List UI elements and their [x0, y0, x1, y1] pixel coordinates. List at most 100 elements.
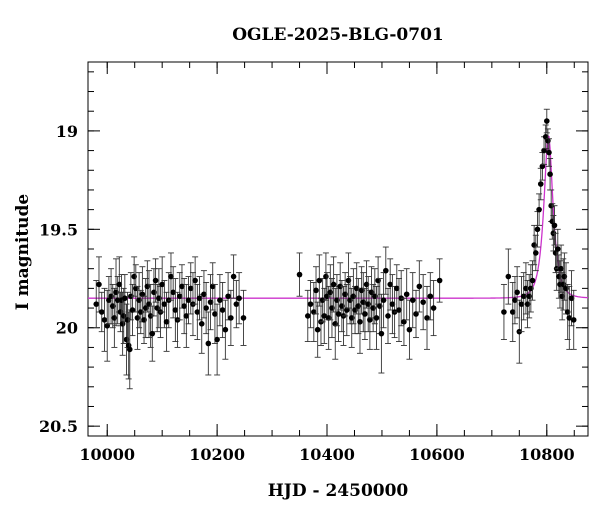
data-point [214, 336, 220, 343]
data-point [98, 309, 105, 315]
data-point [230, 273, 237, 280]
data-point [196, 295, 203, 302]
data-point [380, 297, 387, 303]
data-point [323, 273, 329, 280]
data-point [436, 277, 443, 284]
data-point [321, 313, 328, 319]
data-point [126, 346, 133, 353]
data-point [172, 307, 179, 313]
data-point [501, 309, 507, 315]
data-point [514, 289, 520, 296]
data-point [430, 305, 437, 311]
data-point [240, 315, 247, 321]
data-point [181, 303, 187, 309]
y-axis-label: I magnitude [13, 194, 33, 311]
data-point [161, 301, 168, 307]
data-point [316, 277, 323, 284]
data-point [330, 281, 337, 288]
data-point [207, 299, 214, 305]
data-point [198, 321, 205, 327]
data-point [401, 319, 407, 325]
data-point [311, 309, 317, 315]
data-point [343, 307, 350, 313]
data-point [413, 311, 419, 317]
data-point [194, 309, 201, 315]
data-point [403, 291, 410, 298]
data-point [539, 163, 546, 170]
data-point [205, 340, 212, 347]
x-tick-label: 10000 [79, 445, 135, 464]
data-point [159, 281, 165, 288]
data-point [554, 246, 561, 252]
data-point [534, 226, 541, 233]
data-point [203, 305, 209, 311]
data-point [537, 181, 544, 187]
data-point [551, 222, 558, 229]
plot-area: 10000 10200 10400 10600 10800 19 19.5 20 20.5 [39, 61, 589, 464]
data-point [520, 293, 527, 300]
data-point [568, 295, 575, 302]
x-tick-label: 10200 [189, 445, 245, 464]
data-point [176, 293, 183, 300]
data-point [424, 315, 430, 321]
data-point [225, 293, 231, 300]
data-point [409, 297, 416, 303]
data-point [185, 297, 192, 303]
data-point [335, 311, 342, 317]
data-point [217, 297, 223, 303]
data-point [378, 330, 385, 337]
data-point [307, 301, 314, 307]
data-point [212, 311, 218, 317]
data-point [385, 313, 391, 319]
data-point [116, 281, 123, 288]
data-point [362, 311, 368, 317]
data-point [367, 317, 373, 323]
data-point [93, 301, 100, 307]
data-point [570, 317, 577, 323]
data-point [314, 326, 321, 333]
data-point [396, 307, 402, 313]
data-point [192, 277, 198, 284]
data-point [505, 273, 512, 280]
data-point [547, 171, 553, 177]
data-point [512, 297, 518, 303]
data-point [179, 283, 185, 290]
data-point [389, 301, 396, 307]
data-point [96, 281, 102, 288]
y-tick-label: 19.5 [39, 220, 78, 239]
data-point [387, 281, 393, 288]
data-point [420, 299, 426, 305]
data-point [536, 206, 542, 213]
data-point [104, 322, 111, 329]
data-point [543, 118, 550, 124]
y-tick-label: 19 [56, 122, 78, 141]
data-point [304, 313, 311, 319]
y-tick-label: 20 [56, 319, 78, 338]
data-point [222, 326, 229, 333]
data-point [201, 291, 207, 298]
data-point [209, 283, 216, 290]
x-axis-label: HJD - 2450000 [268, 481, 409, 501]
data-point [183, 313, 190, 319]
data-point [168, 273, 174, 280]
data-point [163, 319, 170, 325]
model-curve [88, 134, 589, 299]
data-point [122, 295, 128, 302]
data-point [546, 149, 552, 156]
data-point [416, 283, 423, 290]
data-point [129, 307, 136, 313]
data-point [558, 265, 564, 272]
data-point [518, 301, 525, 307]
data-point [509, 309, 516, 315]
data-point [101, 317, 108, 323]
data-point [541, 147, 547, 154]
y-tick-label: 20.5 [39, 417, 78, 436]
data-point [236, 295, 242, 302]
data-point [357, 319, 363, 325]
data-point [529, 277, 536, 284]
x-tick-label: 10400 [299, 445, 355, 464]
data-point [187, 285, 194, 292]
data-point [373, 315, 380, 321]
data-point [296, 271, 303, 278]
